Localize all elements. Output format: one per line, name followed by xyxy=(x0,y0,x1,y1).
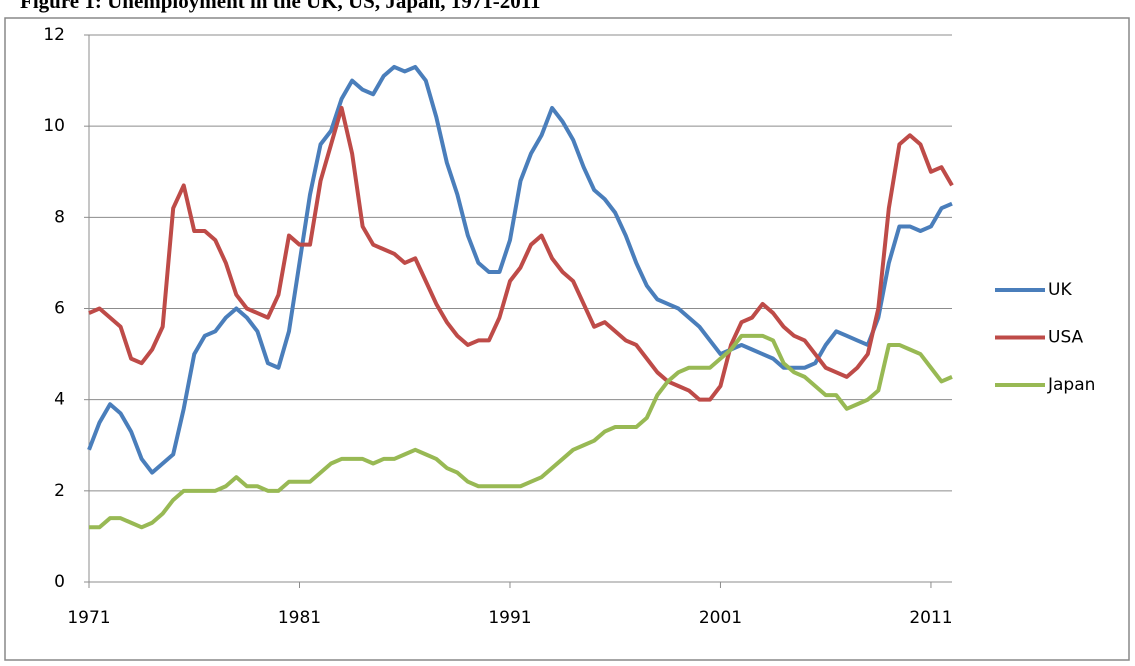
x-tick-label: 1991 xyxy=(488,608,531,628)
legend-label: UK xyxy=(1048,280,1072,300)
y-tick-label: 12 xyxy=(43,25,65,45)
y-tick-label: 4 xyxy=(54,390,65,410)
x-tick-label: 1981 xyxy=(278,608,321,628)
y-tick-label: 6 xyxy=(54,299,65,319)
chart-frame xyxy=(4,17,1130,661)
chart-title: Figure 1: Unemployment in the UK, US, Ja… xyxy=(20,0,541,13)
x-tick-label: 2011 xyxy=(909,608,952,628)
line-series xyxy=(89,333,953,530)
x-tick-label: 2001 xyxy=(699,608,742,628)
x-tick-label: 1971 xyxy=(67,608,110,628)
y-tick-label: 10 xyxy=(43,116,65,136)
line-series xyxy=(87,64,953,475)
line-series xyxy=(88,105,954,402)
y-tick-label: 0 xyxy=(54,572,65,592)
legend-label: USA xyxy=(1048,328,1084,348)
legend-label: Japan xyxy=(1047,375,1095,395)
y-tick-label: 8 xyxy=(54,207,65,227)
y-tick-label: 2 xyxy=(54,481,65,501)
